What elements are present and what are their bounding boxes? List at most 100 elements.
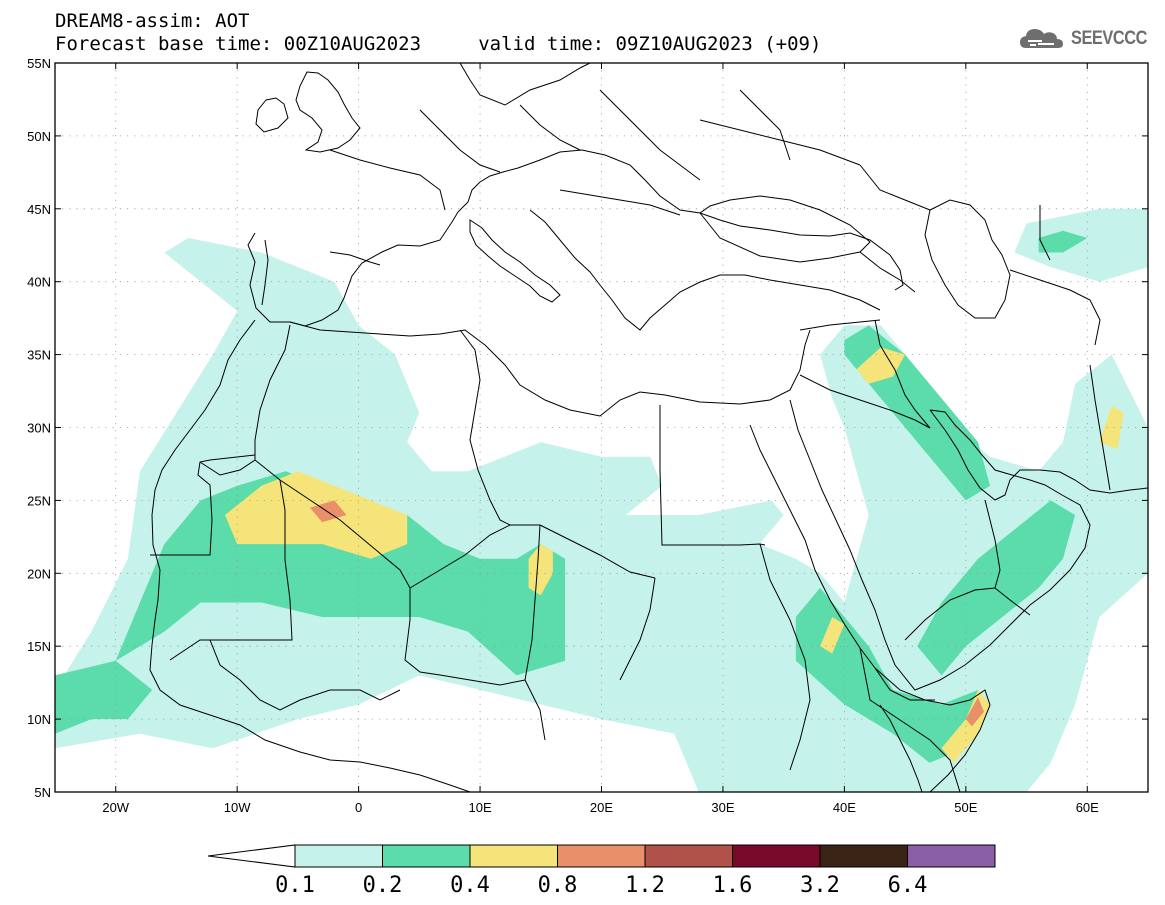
coastline-horn-africa bbox=[874, 667, 991, 792]
aot-region-level-3 bbox=[528, 544, 553, 596]
border-turkey-east bbox=[859, 251, 916, 293]
border-mali-mauritania bbox=[169, 479, 293, 661]
colorbar-box bbox=[732, 844, 821, 868]
lon-tick-label: 0 bbox=[355, 800, 362, 815]
colorbar-label: 0.8 bbox=[538, 873, 578, 898]
colorbar-label: 0.4 bbox=[450, 873, 490, 898]
lat-tick-label: 20N bbox=[27, 566, 51, 581]
cloud-icon bbox=[1020, 29, 1063, 48]
lon-tick-label: 50E bbox=[954, 800, 977, 815]
coastline-north-africa bbox=[149, 319, 471, 792]
coastline-scandinavia bbox=[459, 63, 591, 106]
border-algeria-niger bbox=[409, 524, 540, 589]
colorbar-box bbox=[557, 844, 646, 868]
aot-region-level-2 bbox=[917, 500, 1076, 676]
lon-tick-label: 10W bbox=[224, 800, 251, 815]
border-sudan-ethiopia bbox=[759, 543, 811, 771]
border-europe-4 bbox=[599, 89, 701, 181]
border-west-africa bbox=[209, 639, 401, 711]
lat-tick-label: 55N bbox=[27, 56, 51, 71]
colorbar: 0.1 0.2 0.4 0.8 1.2 1.6 3.2 6.4 bbox=[207, 844, 996, 898]
border-europe-2 bbox=[419, 109, 501, 173]
colorbar-box bbox=[294, 844, 383, 868]
aot-region-level-3 bbox=[1099, 405, 1124, 450]
country-borders bbox=[149, 63, 1148, 792]
colorbar-box bbox=[907, 844, 996, 868]
coastline-red-sea-west bbox=[749, 424, 935, 701]
lon-tick-label: 10E bbox=[468, 800, 491, 815]
colorbar-box bbox=[644, 844, 733, 868]
lat-tick-label: 10N bbox=[27, 712, 51, 727]
logo-text: SEEVCCC bbox=[1071, 28, 1147, 49]
seevccc-logo: SEEVCCC bbox=[1018, 24, 1159, 54]
colorbar-label: 0.1 bbox=[275, 873, 315, 898]
lat-tick-label: 25N bbox=[27, 493, 51, 508]
aot-region-level-1 bbox=[1014, 208, 1148, 282]
axis-ticks bbox=[55, 62, 1148, 793]
border-morocco-algeria bbox=[199, 324, 291, 476]
border-ethiopia bbox=[859, 647, 961, 792]
colorbar-under-triangle bbox=[207, 844, 296, 868]
border-saudi-iraq bbox=[799, 374, 931, 429]
border-western-sahara bbox=[150, 454, 256, 556]
border-libya-chad bbox=[539, 524, 656, 579]
colorbar-label: 1.6 bbox=[713, 873, 753, 898]
border-europe-6 bbox=[699, 119, 861, 166]
coastline-britain bbox=[295, 71, 361, 153]
coastline-med-south bbox=[289, 321, 811, 417]
border-europe-5 bbox=[559, 189, 681, 216]
coastline-europe bbox=[247, 149, 904, 327]
border-algeria-libya-tunisia bbox=[459, 329, 511, 526]
border-europe-1 bbox=[329, 149, 446, 211]
coastline-ireland bbox=[255, 97, 289, 133]
coastline-black-sea bbox=[699, 195, 871, 263]
border-france-spain bbox=[329, 251, 381, 266]
colorbar-label: 1.2 bbox=[625, 873, 665, 898]
colorbar-box bbox=[382, 844, 471, 868]
aot-shaded-regions bbox=[55, 208, 1148, 792]
border-chad-niger bbox=[524, 524, 546, 741]
colorbar-box bbox=[819, 844, 908, 868]
border-saudi-uae bbox=[984, 499, 1001, 589]
coastline-caspian bbox=[924, 199, 1011, 319]
colorbar-label: 3.2 bbox=[800, 873, 840, 898]
coastline-balkans bbox=[529, 209, 881, 331]
coastline-arabia bbox=[789, 399, 1091, 691]
border-libya-egypt bbox=[659, 405, 766, 546]
coastline-east-africa bbox=[879, 704, 923, 792]
aot-region-level-3 bbox=[856, 347, 906, 384]
coastline-gulf bbox=[929, 409, 1148, 501]
lat-tick-label: 45N bbox=[27, 202, 51, 217]
border-saudi-yemen-oman bbox=[904, 587, 1031, 641]
border-kazakhstan bbox=[1039, 205, 1051, 261]
coastline-italy bbox=[469, 219, 561, 303]
colorbar-label: 0.2 bbox=[363, 873, 403, 898]
border-iraq-iran bbox=[874, 319, 931, 429]
lat-tick-label: 5N bbox=[34, 785, 51, 800]
border-iran-east bbox=[1089, 364, 1111, 491]
border-europe-3 bbox=[519, 104, 581, 151]
lon-tick-label: 60E bbox=[1076, 800, 1099, 815]
axis-labels: 55N 50N 45N 40N 35N 30N 25N 20N 15N 10N 5N 20W 10W 0 1… bbox=[27, 56, 1099, 815]
aot-region-level-3 bbox=[820, 617, 845, 654]
border-europe-8 bbox=[859, 164, 931, 211]
lat-tick-label: 40N bbox=[27, 275, 51, 290]
lon-tick-label: 40E bbox=[833, 800, 856, 815]
chart-title: DREAM8-assim: AOT bbox=[55, 10, 250, 32]
colorbar-box bbox=[469, 844, 558, 868]
forecast-time-line: Forecast base time: 00Z10AUG2023 valid t… bbox=[55, 33, 822, 55]
aot-region-level-2 bbox=[55, 660, 153, 734]
lon-tick-label: 20E bbox=[590, 800, 613, 815]
border-iran-north bbox=[1009, 269, 1101, 346]
lat-tick-label: 30N bbox=[27, 421, 51, 436]
lon-tick-label: 20W bbox=[102, 800, 129, 815]
colorbar-label: 6.4 bbox=[888, 873, 928, 898]
lat-tick-label: 50N bbox=[27, 129, 51, 144]
lon-tick-label: 30E bbox=[711, 800, 734, 815]
border-spain-portugal bbox=[261, 239, 269, 306]
border-chad-sudan bbox=[619, 577, 656, 681]
lat-tick-label: 35N bbox=[27, 348, 51, 363]
border-turkey-syria bbox=[799, 319, 881, 331]
border-niger-nigeria bbox=[404, 588, 526, 686]
